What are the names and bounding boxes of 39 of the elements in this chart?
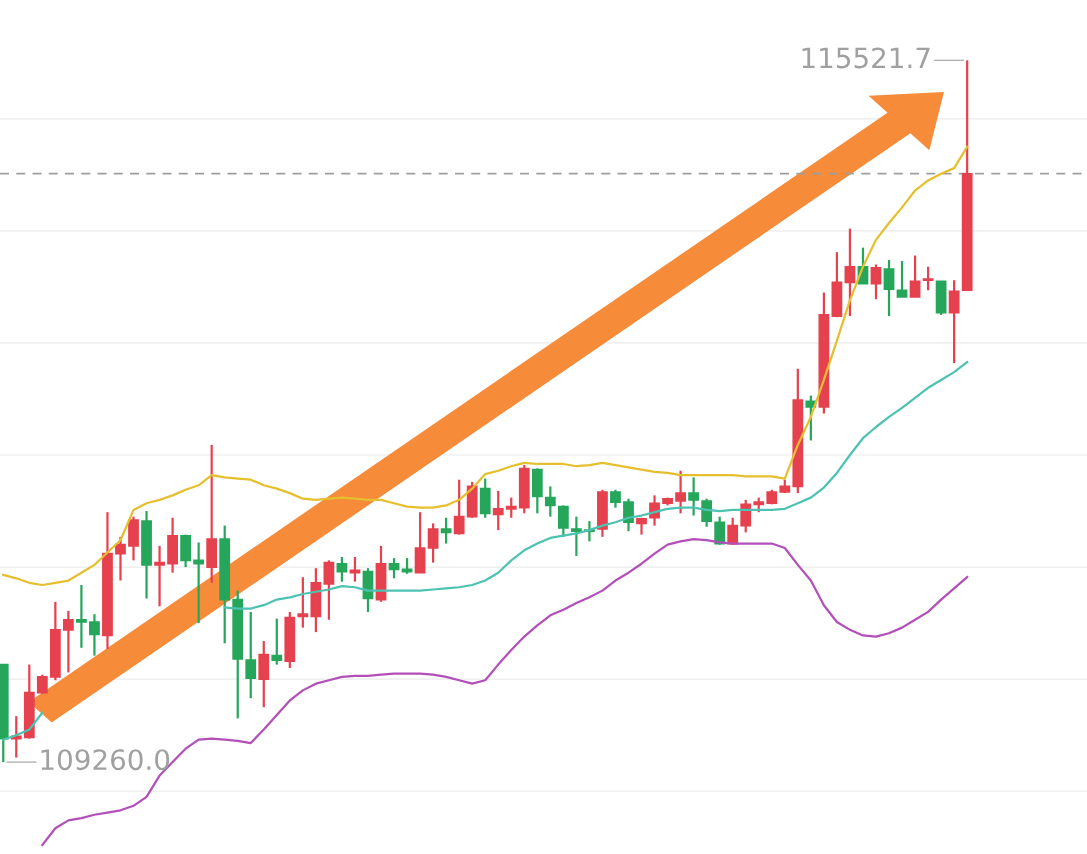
candlestick	[453, 478, 465, 536]
candlestick	[688, 476, 700, 517]
annotation: 115521.7	[802, 47, 930, 69]
candlestick	[948, 279, 960, 365]
candlestick	[649, 494, 660, 527]
candlestick	[505, 496, 517, 519]
candlestick	[557, 504, 569, 538]
candlestick	[297, 576, 309, 629]
candlestick	[193, 541, 205, 625]
candlestick	[89, 613, 100, 657]
candlestick	[570, 515, 582, 557]
candlestick	[805, 394, 817, 442]
candlestick	[492, 489, 504, 532]
candlestick	[675, 469, 686, 515]
candlestick	[440, 516, 452, 545]
candlestick	[349, 555, 361, 583]
candlestick	[36, 673, 48, 695]
candlestick	[271, 617, 283, 666]
candlestick	[623, 497, 634, 533]
annotation: 109260.0	[41, 749, 170, 771]
candlestick	[544, 485, 556, 518]
candlestick	[336, 555, 348, 583]
candlestick	[896, 260, 908, 299]
candlestick	[883, 258, 895, 318]
candlestick	[909, 254, 921, 299]
candlestick	[323, 559, 335, 621]
candlestick	[844, 227, 856, 318]
candlestick	[115, 535, 126, 582]
candlestick	[740, 498, 752, 534]
candlestick	[714, 515, 726, 546]
candlestick	[245, 610, 257, 700]
candlestick	[922, 265, 934, 292]
candlestick	[62, 609, 74, 674]
candlestick	[388, 557, 400, 580]
candlestick	[427, 522, 439, 564]
candlestick	[870, 263, 882, 301]
candlestick	[76, 583, 87, 649]
candlestick	[701, 497, 713, 528]
candlestick	[154, 544, 165, 608]
